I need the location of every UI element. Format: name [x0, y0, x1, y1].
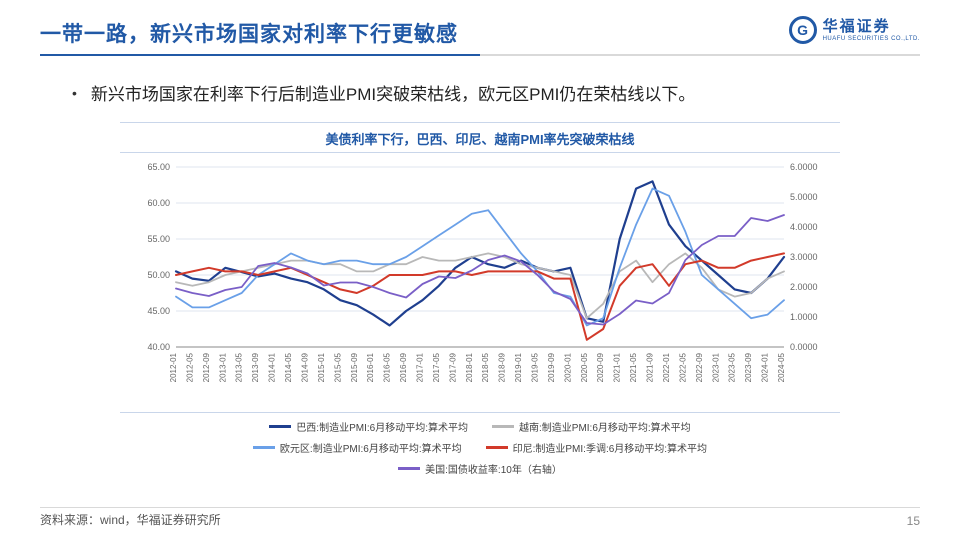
legend-item: 巴西:制造业PMI:6月移动平均:算术平均 — [269, 419, 468, 434]
bullet-text: 新兴市场国家在利率下行后制造业PMI突破荣枯线，欧元区PMI仍在荣枯线以下。 — [91, 80, 695, 106]
chart-container: 美债利率下行，巴西、印尼、越南PMI率先突破荣枯线 40.00 45.00 50.0… — [120, 122, 840, 484]
svg-text:2018-05: 2018-05 — [481, 352, 490, 382]
svg-text:2017-05: 2017-05 — [432, 352, 441, 382]
svg-text:2017-09: 2017-09 — [448, 352, 457, 382]
svg-text:2020-05: 2020-05 — [580, 352, 589, 382]
svg-text:2013-09: 2013-09 — [251, 352, 260, 382]
chart-title: 美债利率下行，巴西、印尼、越南PMI率先突破荣枯线 — [120, 122, 840, 153]
svg-text:5.0000: 5.0000 — [790, 192, 818, 202]
svg-text:65.00: 65.00 — [147, 162, 170, 172]
chart-svg: 40.00 45.00 50.00 55.00 60.00 65.00 0.0000 1.00… — [120, 153, 840, 413]
legend-item: 印尼:制造业PMI:季调:6月移动平均:算术平均 — [486, 440, 707, 455]
svg-text:50.00: 50.00 — [147, 270, 170, 280]
svg-text:55.00: 55.00 — [147, 234, 170, 244]
chart-plot: 40.00 45.00 50.00 55.00 60.00 65.00 0.0000 1.00… — [120, 153, 840, 413]
legend-swatch — [398, 467, 420, 469]
legend-label: 欧元区:制造业PMI:6月移动平均:算术平均 — [280, 440, 462, 455]
svg-text:2014-01: 2014-01 — [268, 352, 277, 382]
svg-text:4.0000: 4.0000 — [790, 222, 818, 232]
svg-text:2015-05: 2015-05 — [333, 352, 342, 382]
svg-text:0.0000: 0.0000 — [790, 342, 818, 352]
svg-text:2013-01: 2013-01 — [218, 352, 227, 382]
svg-text:2019-01: 2019-01 — [514, 352, 523, 382]
svg-text:2021-05: 2021-05 — [629, 352, 638, 382]
legend-swatch — [269, 425, 291, 428]
legend-item: 美国:国债收益率:10年（右轴） — [398, 461, 562, 476]
svg-text:2021-09: 2021-09 — [646, 352, 655, 382]
svg-text:2016-05: 2016-05 — [383, 352, 392, 382]
svg-text:40.00: 40.00 — [147, 342, 170, 352]
bullet-point: • 新兴市场国家在利率下行后制造业PMI突破荣枯线，欧元区PMI仍在荣枯线以下。 — [0, 56, 960, 106]
svg-text:2021-01: 2021-01 — [613, 352, 622, 382]
svg-text:2023-01: 2023-01 — [711, 352, 720, 382]
svg-text:2012-09: 2012-09 — [202, 352, 211, 382]
legend-item: 欧元区:制造业PMI:6月移动平均:算术平均 — [253, 440, 462, 455]
svg-text:2016-01: 2016-01 — [366, 352, 375, 382]
svg-text:2015-09: 2015-09 — [350, 352, 359, 382]
company-logo: G 华福证券 HUAFU SECURITIES CO.,LTD. — [789, 16, 920, 44]
svg-text:2023-09: 2023-09 — [744, 352, 753, 382]
logo-text-en: HUAFU SECURITIES CO.,LTD. — [823, 36, 920, 42]
svg-text:2014-09: 2014-09 — [300, 352, 309, 382]
legend-swatch — [253, 446, 275, 448]
bullet-icon: • — [72, 80, 77, 106]
logo-text-cn: 华福证券 — [823, 19, 920, 34]
page-number: 15 — [907, 514, 920, 528]
svg-text:2019-05: 2019-05 — [531, 352, 540, 382]
svg-text:2023-05: 2023-05 — [728, 352, 737, 382]
svg-text:60.00: 60.00 — [147, 198, 170, 208]
chart-legend: 巴西:制造业PMI:6月移动平均:算术平均 越南:制造业PMI:6月移动平均:算术… — [120, 413, 840, 484]
svg-text:6.0000: 6.0000 — [790, 162, 818, 172]
legend-label: 印尼:制造业PMI:季调:6月移动平均:算术平均 — [513, 440, 707, 455]
svg-text:2016-09: 2016-09 — [399, 352, 408, 382]
svg-text:2015-01: 2015-01 — [317, 352, 326, 382]
slide-title: 一带一路，新兴市场国家对利率下行更敏感 — [40, 18, 458, 48]
svg-text:2024-05: 2024-05 — [777, 352, 786, 382]
svg-text:2024-01: 2024-01 — [761, 352, 770, 382]
svg-text:2020-09: 2020-09 — [596, 352, 605, 382]
svg-text:2017-01: 2017-01 — [415, 352, 424, 382]
legend-label: 美国:国债收益率:10年（右轴） — [425, 461, 562, 476]
svg-text:2014-05: 2014-05 — [284, 352, 293, 382]
svg-text:2012-05: 2012-05 — [185, 352, 194, 382]
legend-swatch — [486, 446, 508, 449]
slide-header: 一带一路，新兴市场国家对利率下行更敏感 G 华福证券 HUAFU SECURIT… — [0, 0, 960, 56]
footer-divider — [40, 507, 920, 508]
svg-text:2019-09: 2019-09 — [547, 352, 556, 382]
legend-label: 越南:制造业PMI:6月移动平均:算术平均 — [519, 419, 691, 434]
legend-item: 越南:制造业PMI:6月移动平均:算术平均 — [492, 419, 691, 434]
svg-text:2.0000: 2.0000 — [790, 282, 818, 292]
svg-text:2022-05: 2022-05 — [678, 352, 687, 382]
svg-text:1.0000: 1.0000 — [790, 312, 818, 322]
svg-text:45.00: 45.00 — [147, 306, 170, 316]
legend-swatch — [492, 425, 514, 427]
svg-text:2012-01: 2012-01 — [169, 352, 178, 382]
svg-text:2018-09: 2018-09 — [498, 352, 507, 382]
footer-source: 资料来源：wind，华福证券研究所 — [40, 511, 221, 528]
svg-text:2013-05: 2013-05 — [235, 352, 244, 382]
legend-label: 巴西:制造业PMI:6月移动平均:算术平均 — [296, 419, 468, 434]
logo-icon: G — [789, 16, 817, 44]
svg-text:3.0000: 3.0000 — [790, 252, 818, 262]
header-underline-accent — [40, 54, 480, 56]
svg-text:2020-01: 2020-01 — [563, 352, 572, 382]
svg-text:2022-09: 2022-09 — [695, 352, 704, 382]
svg-text:2018-01: 2018-01 — [465, 352, 474, 382]
svg-text:2022-01: 2022-01 — [662, 352, 671, 382]
